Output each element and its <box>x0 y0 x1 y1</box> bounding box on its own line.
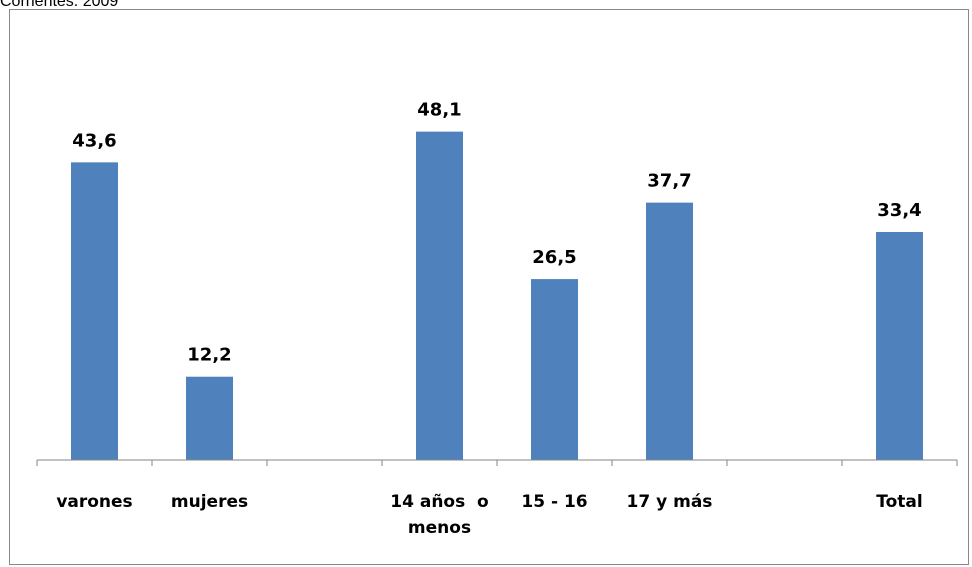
category-label: 15 - 16 <box>521 492 587 512</box>
bar <box>646 202 693 460</box>
category-label: 14 años o <box>390 492 488 512</box>
bar <box>531 279 578 460</box>
bar <box>186 376 233 460</box>
data-label: 43,6 <box>72 130 116 151</box>
bar <box>71 162 118 460</box>
category-label: menos <box>408 518 471 538</box>
bar <box>416 131 463 460</box>
category-label: varones <box>56 492 132 512</box>
data-label: 26,5 <box>532 247 576 268</box>
category-label: mujeres <box>171 492 248 512</box>
data-label: 48,1 <box>417 100 461 121</box>
chart-caption: Corrientes. 2009 <box>0 0 119 10</box>
data-label: 12,2 <box>187 345 231 366</box>
chart-frame <box>9 9 969 565</box>
data-label: 33,4 <box>877 200 921 221</box>
category-label: 17 y más <box>627 492 713 512</box>
labels-group: 43,6 varones 12,2 mujeres 48,1 14 años o menos… <box>56 100 922 538</box>
bar <box>876 231 923 460</box>
category-label: Total <box>876 492 922 512</box>
data-label: 37,7 <box>647 171 691 192</box>
x-axis <box>36 459 958 466</box>
bars-group <box>71 131 923 460</box>
